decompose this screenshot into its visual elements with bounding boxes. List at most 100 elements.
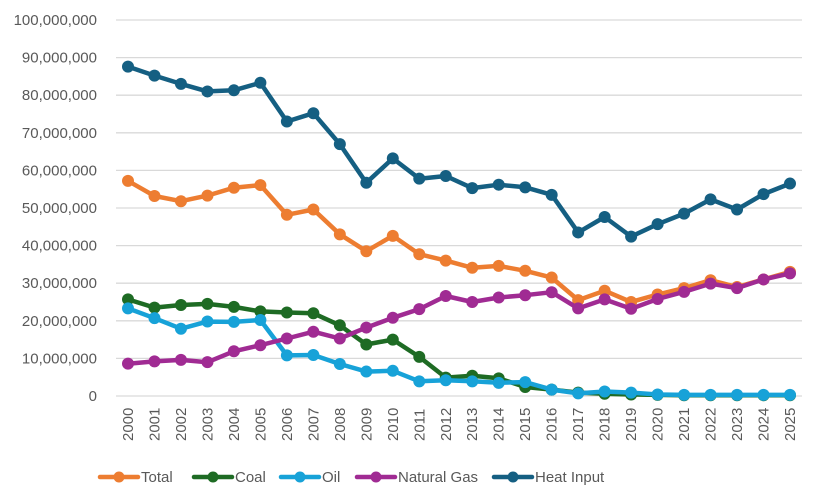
legend-item[interactable]: Oil (278, 469, 340, 486)
data-point (704, 277, 717, 290)
data-point (122, 293, 134, 306)
data-point (572, 294, 585, 307)
data-point (413, 303, 426, 316)
legend-label: Natural Gas (398, 469, 478, 486)
legend-label: Total (141, 469, 173, 486)
data-point (254, 305, 267, 318)
legend: Total Coal Oil Natural Gas Heat Input (97, 469, 605, 486)
data-point (307, 107, 320, 120)
data-point (651, 292, 664, 305)
data-point (201, 189, 214, 202)
data-point (439, 170, 452, 183)
y-tick-label: 100,000,000 (14, 12, 97, 29)
data-point (333, 319, 346, 332)
legend-swatch-marker (294, 471, 306, 483)
x-tick-label: 2011 (411, 409, 428, 441)
legend-swatch-marker (507, 471, 519, 483)
data-point (360, 176, 373, 189)
x-tick-label: 2008 (332, 408, 349, 441)
data-point (466, 375, 479, 388)
data-point (625, 302, 638, 315)
series-line (125, 64, 793, 239)
data-point (386, 152, 399, 165)
x-tick-label: 2010 (385, 408, 402, 441)
data-point (201, 315, 214, 328)
data-point (254, 339, 267, 352)
data-point (201, 85, 214, 98)
data-point (254, 179, 267, 192)
data-point (174, 322, 187, 335)
data-point (227, 84, 240, 97)
data-point (492, 178, 505, 191)
y-tick-label: 20,000,000 (22, 313, 97, 330)
data-point (174, 353, 187, 366)
data-point (519, 376, 532, 389)
data-point (333, 332, 346, 345)
data-point (439, 254, 452, 267)
legend-item[interactable]: Heat Input (491, 469, 605, 486)
y-tick-label: 50,000,000 (22, 200, 97, 217)
data-point (545, 383, 558, 396)
data-point (122, 174, 134, 187)
data-point (360, 245, 373, 258)
data-point (439, 374, 452, 387)
data-point (492, 259, 505, 272)
data-point (413, 248, 426, 261)
data-point (148, 355, 161, 368)
data-point (333, 358, 346, 371)
data-point (439, 289, 452, 302)
data-point (227, 300, 240, 313)
legend-item[interactable]: Coal (191, 469, 266, 486)
x-axis-tick-labels: 2000 2001 2002 2003 2004 2005 2006 2007 2008 2009… (120, 408, 799, 441)
data-point (784, 267, 796, 280)
x-tick-label: 2020 (650, 408, 667, 441)
x-tick-label: 2019 (623, 408, 640, 441)
data-point (254, 314, 267, 327)
data-point (704, 388, 717, 401)
x-tick-label: 2002 (173, 408, 190, 441)
data-point (651, 218, 664, 231)
data-point (731, 203, 744, 216)
data-point (545, 286, 558, 299)
data-point (360, 365, 373, 378)
x-tick-label: 2003 (199, 408, 216, 441)
series-heat-input (122, 60, 796, 243)
legend-swatch-marker (113, 471, 125, 483)
data-point (413, 172, 426, 185)
x-tick-label: 2009 (358, 408, 375, 441)
data-point (784, 388, 796, 401)
data-point (307, 349, 320, 362)
data-point (625, 386, 638, 399)
x-tick-label: 2007 (305, 408, 322, 441)
data-point (280, 208, 293, 221)
data-point (545, 271, 558, 284)
x-tick-label: 2022 (703, 408, 720, 441)
data-point (386, 311, 399, 324)
data-point (280, 306, 293, 319)
data-point (280, 115, 293, 128)
data-point (678, 207, 691, 220)
x-tick-label: 2006 (279, 408, 296, 441)
x-tick-label: 2014 (491, 408, 508, 441)
data-point (148, 301, 161, 314)
legend-item[interactable]: Natural Gas (354, 469, 478, 486)
x-tick-label: 2004 (226, 408, 243, 441)
x-tick-label: 2012 (438, 408, 455, 441)
data-point (678, 285, 691, 298)
data-point (598, 284, 611, 297)
data-point (280, 332, 293, 345)
data-point (333, 138, 346, 151)
data-point (757, 188, 770, 201)
y-tick-label: 40,000,000 (22, 238, 97, 255)
data-point (174, 195, 187, 208)
data-point (413, 375, 426, 388)
x-tick-label: 2015 (517, 408, 534, 441)
data-point (307, 203, 320, 216)
data-point (201, 356, 214, 369)
data-point (413, 350, 426, 363)
data-point (174, 77, 187, 90)
legend-item[interactable]: Total (97, 469, 173, 486)
x-tick-label: 2018 (597, 408, 614, 441)
data-point (122, 302, 134, 315)
